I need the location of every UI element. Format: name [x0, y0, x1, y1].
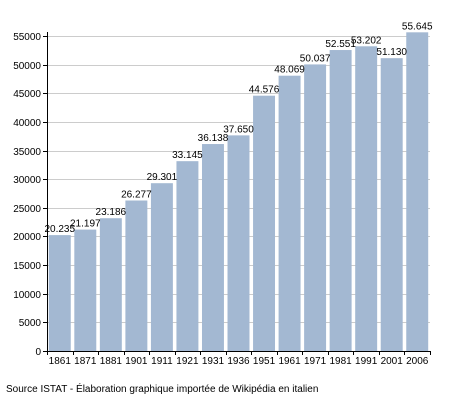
x-tick-label-1901: 1901 [125, 356, 148, 367]
x-tick-label-1861: 1861 [49, 356, 72, 367]
data-label-1921: 33.145 [172, 150, 203, 161]
x-tick-label-1961: 1961 [278, 356, 301, 367]
x-tick-label-1971: 1971 [304, 356, 327, 367]
data-label-2006: 55.645 [402, 21, 433, 32]
data-label-1961: 48.069 [274, 65, 305, 76]
bar-1871 [74, 229, 97, 351]
y-tick-label: 25000 [13, 204, 41, 215]
bar-1981 [329, 50, 352, 351]
bar-2001 [380, 58, 403, 351]
y-tick-label: 40000 [13, 118, 41, 129]
data-label-2001: 51.130 [376, 47, 407, 58]
x-tick-label-2006: 2006 [406, 356, 429, 367]
x-tick-label-1911: 1911 [151, 356, 173, 367]
axes [43, 32, 431, 355]
data-label-1901: 26.277 [121, 190, 152, 201]
bar-1861 [48, 235, 71, 351]
bar-1991 [355, 46, 378, 352]
data-label-1871: 21.197 [70, 219, 101, 230]
x-tick-label-1931: 1931 [202, 356, 225, 367]
y-tick-labels: 0 5000 10000 15000 20000 25000 30000 35000 40000… [13, 32, 41, 358]
data-label-1911: 29.301 [147, 172, 178, 183]
x-tick-label-1871: 1871 [74, 356, 97, 367]
bar-1931 [201, 144, 224, 351]
y-tick-label: 50000 [13, 61, 41, 72]
x-tick-label-1951: 1951 [253, 356, 276, 367]
y-tick-label: 30000 [13, 175, 41, 186]
y-tick-label: 45000 [13, 89, 41, 100]
x-tick-label-2001: 2001 [381, 356, 404, 367]
data-label-1936: 37.650 [223, 124, 254, 135]
bar-1911 [150, 183, 173, 351]
x-tick-label-1921: 1921 [176, 356, 199, 367]
data-label-1981: 52.551 [325, 39, 356, 50]
bar-1921 [176, 161, 199, 351]
data-label-1991: 53.202 [351, 35, 382, 46]
y-tick-label: 20000 [13, 232, 41, 243]
bar-1951 [253, 95, 276, 351]
bars [48, 32, 429, 352]
y-tick-label: 55000 [13, 32, 41, 43]
y-tick-label: 10000 [13, 290, 41, 301]
data-label-1861: 20.235 [44, 224, 75, 235]
y-tick-label: 5000 [19, 318, 42, 329]
x-tick-label-1881: 1881 [100, 356, 123, 367]
x-tick-label-1981: 1981 [330, 356, 353, 367]
y-tick-label: 15000 [13, 261, 41, 272]
bar-1901 [125, 200, 148, 351]
data-label-1881: 23.186 [96, 207, 127, 218]
y-tick-label: 35000 [13, 147, 41, 158]
bar-1936 [227, 135, 250, 351]
bar-1971 [304, 64, 327, 352]
data-label-1971: 50.037 [300, 53, 331, 64]
x-tick-labels: 1861 1871 1881 1901 1911 1921 1931 1936 1951 1961… [49, 356, 429, 367]
x-tick-label-1936: 1936 [227, 356, 250, 367]
x-tick-label-1991: 1991 [355, 356, 378, 367]
data-label-1931: 36.138 [198, 133, 229, 144]
y-tick-label: 0 [35, 347, 41, 358]
bar-2006 [406, 32, 429, 352]
bar-1961 [278, 75, 301, 351]
bar-1881 [99, 218, 122, 351]
source-note: Source ISTAT - Élaboration graphique imp… [6, 382, 318, 395]
data-label-1951: 44.576 [249, 85, 280, 96]
